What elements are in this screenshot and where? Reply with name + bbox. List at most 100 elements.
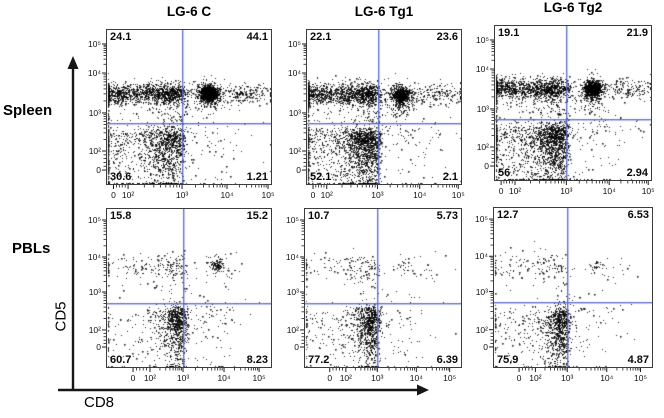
x-tick-label: 10⁴ xyxy=(600,373,614,383)
quadrant-value-upper-left: 15.8 xyxy=(110,210,132,222)
panel-spleen-lg6-c: 24.1 44.1 30.6 1.21 xyxy=(106,29,272,185)
y-tick-label: 10² xyxy=(288,145,301,156)
y-tick-label: 10⁴ xyxy=(87,251,101,262)
y-tick-label: 10² xyxy=(286,324,299,335)
quadrant-value-lower-right: 2.94 xyxy=(626,167,648,179)
y-tick-label: 0 xyxy=(294,342,299,353)
quadrant-value-lower-right: 6.39 xyxy=(436,354,458,366)
y-tick-label: 10⁵ xyxy=(288,38,301,49)
quadrant-value-upper-left: 24.1 xyxy=(110,31,132,43)
quadrant-value-lower-left: 52.1 xyxy=(310,171,332,183)
x-tick-label: 0 xyxy=(310,190,316,200)
x-tick-label: 0 xyxy=(516,373,522,383)
quadrant-value-upper-left: 19.1 xyxy=(498,27,520,39)
x-tick-label: 10³ xyxy=(371,190,384,200)
y-tick-label: 10³ xyxy=(475,286,488,297)
panel-title-lg6-tg1: LG-6 Tg1 xyxy=(354,4,414,19)
y-tick-label: 0 xyxy=(483,341,488,352)
y-tick-label: 10³ xyxy=(286,287,299,297)
x-tick-label: 0 xyxy=(130,373,136,383)
scatter-canvas-pbls-lg6-c xyxy=(107,209,271,367)
quadrant-value-lower-left: 60.7 xyxy=(110,354,132,366)
scatter-canvas-pbls-lg6-tg1 xyxy=(305,209,461,367)
x-tick-label: 0 xyxy=(327,373,333,383)
y-tick-label: 0 xyxy=(96,342,101,353)
quadrant-value-lower-right: 1.21 xyxy=(246,171,268,183)
x-tick-label: 10² xyxy=(339,373,352,383)
x-tick-label: 10³ xyxy=(175,190,189,200)
x-tick-label: 10⁵ xyxy=(634,373,647,383)
x-axis-arrowhead-icon xyxy=(417,384,429,396)
quadrant-value-upper-right: 15.2 xyxy=(246,210,268,222)
x-tick-label: 10³ xyxy=(560,186,573,196)
y-tick-label: 10³ xyxy=(288,107,301,118)
x-tick-label: 10⁴ xyxy=(409,373,423,383)
panel-spleen-lg6-tg1: 22.1 23.6 52.1 2.1 xyxy=(306,29,462,185)
scatter-canvas-spleen-lg6-c xyxy=(107,30,271,184)
quadrant-value-upper-left: 10.7 xyxy=(308,210,330,222)
y-tick-label: 10⁴ xyxy=(87,67,101,78)
y-tick-label: 10⁵ xyxy=(88,215,101,225)
quadrant-value-lower-right: 2.1 xyxy=(442,171,458,183)
quadrant-value-upper-right: 21.9 xyxy=(626,27,648,39)
x-tick-label: 10⁴ xyxy=(217,373,231,383)
row-label-pbls: PBLs xyxy=(12,240,51,257)
quadrant-value-upper-right: 23.6 xyxy=(436,31,458,43)
y-axis-label: CD5 xyxy=(52,301,70,332)
x-tick-label: 10² xyxy=(508,186,522,196)
x-tick-label: 10⁴ xyxy=(602,186,616,196)
y-tick-label: 10³ xyxy=(88,107,101,118)
quadrant-value-lower-right: 8.23 xyxy=(246,354,268,366)
quadrant-value-lower-left: 75.9 xyxy=(497,354,519,366)
x-tick-label: 10³ xyxy=(176,373,190,383)
x-tick-label: 10⁴ xyxy=(220,190,234,200)
y-tick-label: 10⁵ xyxy=(476,34,489,45)
y-tick-label: 10³ xyxy=(88,287,101,297)
scatter-canvas-pbls-lg6-tg2 xyxy=(494,208,652,367)
y-tick-label: 0 xyxy=(296,165,301,176)
y-tick-label: 10⁵ xyxy=(88,38,101,49)
x-tick-label: 10⁵ xyxy=(641,186,655,196)
y-tick-label: 0 xyxy=(484,161,489,172)
y-tick-label: 10² xyxy=(475,324,488,335)
quadrant-value-upper-right: 6.53 xyxy=(627,209,649,221)
quadrant-value-lower-left: 30.6 xyxy=(110,171,132,183)
scatter-canvas-spleen-lg6-tg1 xyxy=(307,30,461,184)
quadrant-value-lower-right: 4.87 xyxy=(627,354,649,366)
y-tick-label: 10⁵ xyxy=(286,215,299,225)
panel-spleen-lg6-tg2: 19.1 21.9 56 2.94 xyxy=(494,25,652,181)
x-tick-label: 10² xyxy=(320,190,333,200)
panel-pbls-lg6-tg1: 10.7 5.73 77.2 6.39 xyxy=(304,208,462,368)
y-tick-label: 10⁴ xyxy=(475,63,489,74)
quadrant-value-lower-left: 56 xyxy=(498,167,511,179)
row-label-spleen: Spleen xyxy=(3,102,53,119)
x-tick-label: 10⁵ xyxy=(443,373,457,383)
x-axis-label: CD8 xyxy=(84,394,115,411)
panel-title-lg6-c: LG-6 C xyxy=(166,4,212,19)
y-tick-label: 10⁴ xyxy=(285,251,299,262)
panel-title-lg6-tg2: LG-6 Tg2 xyxy=(543,0,603,15)
x-tick-label: 10² xyxy=(529,373,542,383)
x-tick-label: 10⁴ xyxy=(413,190,427,200)
x-tick-label: 10² xyxy=(121,190,135,200)
y-tick-label: 10⁵ xyxy=(475,214,488,225)
x-tick-label: 10³ xyxy=(371,373,384,383)
quadrant-value-upper-right: 44.1 xyxy=(246,31,268,43)
y-tick-label: 10² xyxy=(88,324,101,335)
y-tick-label: 0 xyxy=(96,165,101,176)
y-tick-label: 10³ xyxy=(476,103,489,114)
scatter-canvas-spleen-lg6-tg2 xyxy=(495,26,651,180)
y-tick-label: 10⁴ xyxy=(287,67,301,78)
x-tick-label: 10³ xyxy=(561,373,574,383)
panel-pbls-lg6-tg2: 12.7 6.53 75.9 4.87 xyxy=(493,207,653,368)
x-tick-label: 10² xyxy=(143,373,157,383)
y-tick-label: 10² xyxy=(476,141,489,152)
quadrant-value-upper-left: 12.7 xyxy=(497,209,519,221)
x-tick-label: 0 xyxy=(111,190,116,200)
panel-pbls-lg6-c: 15.8 15.2 60.7 8.23 xyxy=(106,208,272,368)
quadrant-value-upper-left: 22.1 xyxy=(310,31,332,43)
x-tick-label: 10⁵ xyxy=(261,190,275,200)
y-tick-label: 10⁴ xyxy=(474,251,488,262)
